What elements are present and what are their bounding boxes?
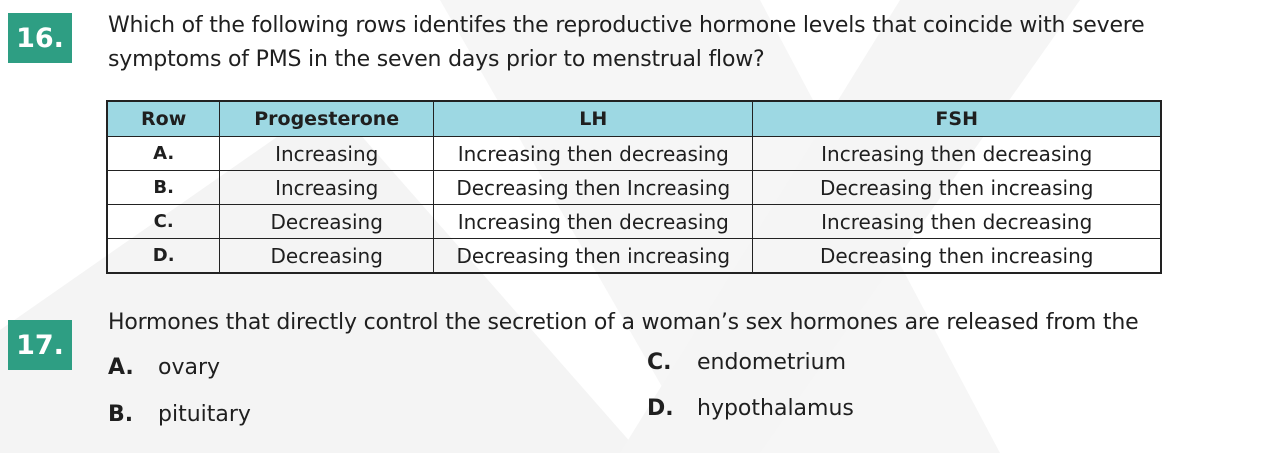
fsh-cell: Increasing then decreasing <box>752 136 1162 171</box>
question-16-text-line2: symptoms of PMS in the seven days prior … <box>108 47 765 72</box>
option-d-letter: D. <box>647 396 674 421</box>
table-row: B. Increasing Decreasing then Increasing… <box>106 170 1162 205</box>
progesterone-cell: Increasing <box>219 170 435 205</box>
table-header-row: Row Progesterone LH FSH <box>106 100 1162 137</box>
question-16-text-line1: Which of the following rows identifes th… <box>108 13 1145 38</box>
hormone-table: Row Progesterone LH FSH A. Increasing In… <box>106 100 1162 274</box>
option-b-letter: B. <box>108 402 134 427</box>
question-17-number: 17. <box>8 320 72 370</box>
option-c[interactable]: C. endometrium <box>647 350 846 375</box>
option-c-letter: C. <box>647 350 672 375</box>
option-d[interactable]: D. hypothalamus <box>647 396 854 421</box>
option-c-text: endometrium <box>697 350 847 375</box>
option-a[interactable]: A. ovary <box>108 355 220 380</box>
fsh-cell: Decreasing then increasing <box>752 170 1162 205</box>
option-b[interactable]: B. pituitary <box>108 402 251 427</box>
question-16-number: 16. <box>8 13 72 63</box>
row-label: B. <box>106 170 221 205</box>
lh-cell: Decreasing then Increasing <box>433 170 754 205</box>
fsh-cell: Decreasing then increasing <box>752 238 1162 274</box>
progesterone-cell: Increasing <box>219 136 435 171</box>
header-row: Row <box>106 100 221 137</box>
lh-cell: Decreasing then increasing <box>433 238 754 274</box>
header-progesterone: Progesterone <box>219 100 435 137</box>
option-b-text: pituitary <box>158 402 251 427</box>
question-17-text: Hormones that directly control the secre… <box>108 310 1139 335</box>
lh-cell: Increasing then decreasing <box>433 136 754 171</box>
table-row: C. Decreasing Increasing then decreasing… <box>106 204 1162 239</box>
row-label: C. <box>106 204 221 239</box>
table-row: A. Increasing Increasing then decreasing… <box>106 136 1162 171</box>
fsh-cell: Increasing then decreasing <box>752 204 1162 239</box>
row-label: A. <box>106 136 221 171</box>
table-row: D. Decreasing Decreasing then increasing… <box>106 238 1162 274</box>
header-lh: LH <box>433 100 754 137</box>
progesterone-cell: Decreasing <box>219 238 435 274</box>
option-a-text: ovary <box>158 355 221 380</box>
row-label: D. <box>106 238 221 274</box>
option-d-text: hypothalamus <box>697 396 854 421</box>
option-a-letter: A. <box>108 355 134 380</box>
lh-cell: Increasing then decreasing <box>433 204 754 239</box>
header-fsh: FSH <box>752 100 1162 137</box>
progesterone-cell: Decreasing <box>219 204 435 239</box>
